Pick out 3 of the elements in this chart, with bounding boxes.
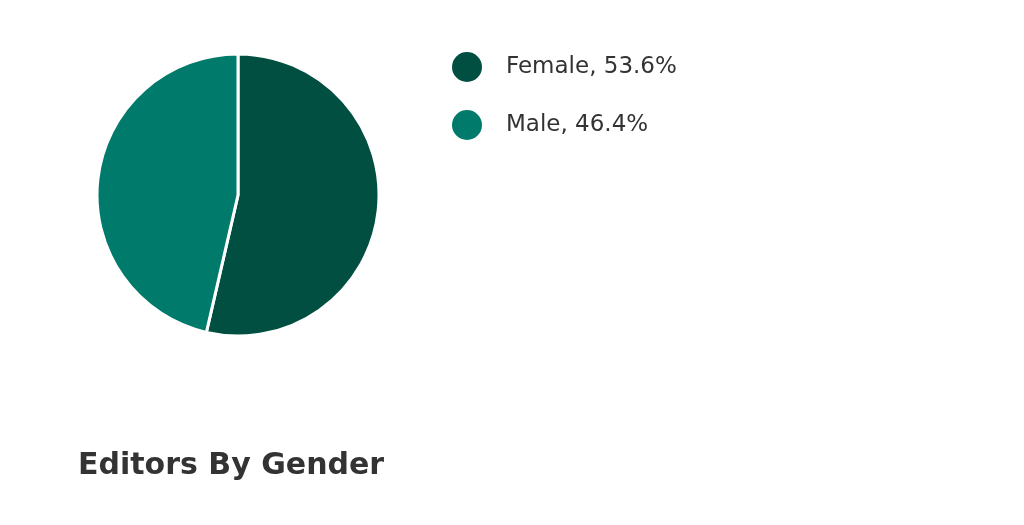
legend-label: Female, 53.6% xyxy=(506,52,677,78)
legend-label: Male, 46.4% xyxy=(506,110,649,136)
text: Editors By Gender xyxy=(78,446,385,481)
